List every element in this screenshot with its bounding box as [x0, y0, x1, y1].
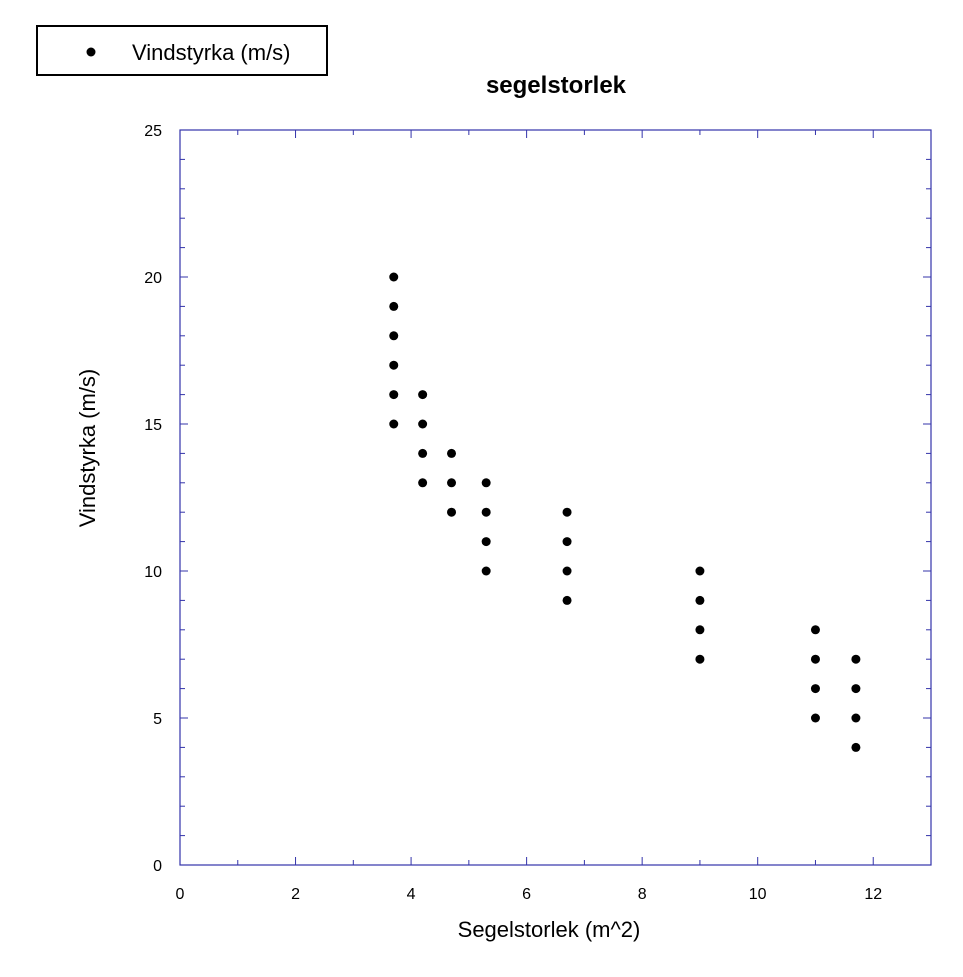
- data-point: [695, 625, 705, 635]
- data-point: [810, 713, 820, 723]
- x-tick-label: 6: [522, 886, 531, 903]
- data-point: [562, 537, 572, 547]
- data-point: [389, 272, 399, 282]
- data-point: [810, 625, 820, 635]
- x-axis-title: Segelstorlek (m^2): [458, 917, 641, 942]
- data-point: [418, 419, 428, 429]
- x-tick-label: 12: [864, 886, 882, 903]
- y-tick-label: 10: [144, 564, 162, 581]
- data-point: [562, 507, 572, 517]
- data-point: [851, 684, 861, 694]
- data-point: [389, 360, 399, 370]
- y-tick-label: 15: [144, 417, 162, 434]
- data-point: [810, 684, 820, 694]
- data-point: [389, 301, 399, 311]
- data-point: [851, 654, 861, 664]
- plot-frame: [179, 129, 932, 866]
- y-tick-label: 0: [153, 858, 162, 875]
- data-point: [481, 478, 491, 488]
- data-point: [562, 595, 572, 605]
- data-point: [447, 478, 457, 488]
- data-point: [447, 448, 457, 458]
- data-point: [481, 507, 491, 517]
- y-tick-label: 25: [144, 123, 162, 140]
- data-points: [389, 272, 861, 752]
- legend-box: [36, 25, 328, 76]
- data-point: [481, 537, 491, 547]
- data-point: [695, 595, 705, 605]
- y-axis-title: Vindstyrka (m/s): [75, 369, 100, 528]
- legend-marker: [86, 47, 96, 57]
- legend-label: Vindstyrka (m/s): [132, 40, 291, 65]
- tick-marks: [179, 129, 932, 866]
- data-point: [389, 419, 399, 429]
- x-tick-label: 10: [749, 886, 767, 903]
- data-point: [562, 566, 572, 576]
- x-tick-label: 4: [407, 886, 416, 903]
- x-tick-label: 0: [176, 886, 185, 903]
- data-point: [695, 654, 705, 664]
- y-tick-label: 20: [144, 270, 162, 287]
- data-point: [447, 507, 457, 517]
- data-point: [389, 331, 399, 341]
- data-point: [810, 654, 820, 664]
- x-tick-label: 8: [638, 886, 647, 903]
- legend: Vindstyrka (m/s): [36, 25, 328, 76]
- chart-title: segelstorlek: [486, 72, 627, 99]
- tick-labels: 0 2 4 6 8 10 12 0 5 10 15 20 25: [144, 123, 882, 903]
- data-point: [851, 713, 861, 723]
- data-point: [851, 742, 861, 752]
- data-point: [481, 566, 491, 576]
- y-tick-label: 5: [153, 711, 162, 728]
- data-point: [389, 390, 399, 400]
- x-tick-label: 2: [291, 886, 300, 903]
- data-point: [695, 566, 705, 576]
- data-point: [418, 390, 428, 400]
- data-point: [418, 478, 428, 488]
- data-point: [418, 448, 428, 458]
